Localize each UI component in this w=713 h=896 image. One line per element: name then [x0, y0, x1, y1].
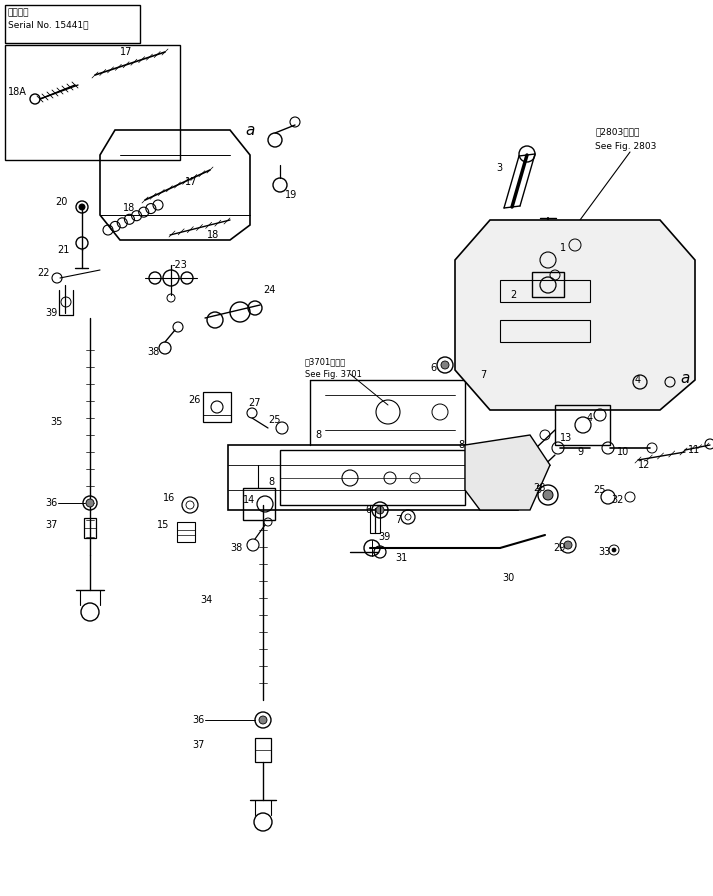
Text: 38: 38: [147, 347, 159, 357]
Text: 31: 31: [395, 553, 407, 563]
Text: 37: 37: [45, 520, 57, 530]
Text: 29: 29: [553, 543, 565, 553]
Text: 5: 5: [535, 485, 541, 495]
Bar: [84, 518, 96, 538]
Text: 20: 20: [55, 197, 67, 207]
Text: 24: 24: [263, 285, 275, 295]
Text: 7: 7: [395, 515, 401, 525]
Text: 30: 30: [502, 573, 514, 583]
Text: 10: 10: [617, 447, 630, 457]
Text: 35: 35: [50, 417, 62, 427]
Polygon shape: [455, 220, 695, 410]
Text: 38: 38: [230, 543, 242, 553]
Circle shape: [376, 506, 384, 514]
Bar: [500, 280, 590, 302]
Text: 8: 8: [458, 440, 464, 450]
Text: 37: 37: [192, 740, 205, 750]
Text: 21: 21: [57, 245, 69, 255]
Text: 12: 12: [638, 460, 650, 470]
Polygon shape: [465, 435, 550, 510]
Text: 18A: 18A: [8, 87, 27, 97]
Text: a: a: [680, 371, 689, 385]
Circle shape: [564, 541, 572, 549]
Text: 1: 1: [560, 243, 566, 253]
Circle shape: [86, 499, 94, 507]
Text: 39: 39: [45, 308, 57, 318]
Text: 28: 28: [533, 483, 545, 493]
Bar: [532, 272, 564, 297]
Text: 17: 17: [185, 177, 198, 187]
Text: 25: 25: [268, 415, 280, 425]
Text: 4: 4: [587, 413, 593, 423]
Bar: [5, 45, 180, 160]
Text: 8: 8: [268, 477, 274, 487]
Text: Serial No. 15441～: Serial No. 15441～: [8, 21, 88, 30]
Text: 18: 18: [123, 203, 135, 213]
Text: 33: 33: [598, 547, 610, 557]
Bar: [228, 445, 518, 510]
Bar: [243, 488, 275, 520]
Text: 13: 13: [560, 433, 573, 443]
Bar: [500, 320, 590, 342]
Text: 34: 34: [200, 595, 212, 605]
Text: 36: 36: [192, 715, 204, 725]
Bar: [280, 450, 465, 505]
Bar: [555, 405, 610, 445]
Text: 4: 4: [635, 375, 641, 385]
Bar: [177, 522, 195, 542]
Text: 6: 6: [430, 363, 436, 373]
Text: See Fig. 3701: See Fig. 3701: [305, 369, 362, 378]
Text: 26: 26: [188, 395, 200, 405]
Text: 15: 15: [157, 520, 170, 530]
Bar: [370, 505, 380, 533]
Text: 6: 6: [365, 505, 371, 515]
Text: 27: 27: [248, 398, 260, 408]
Text: 32: 32: [611, 495, 623, 505]
Circle shape: [79, 204, 85, 210]
Circle shape: [259, 716, 267, 724]
Circle shape: [612, 548, 616, 552]
Text: 2: 2: [510, 290, 516, 300]
Text: 25: 25: [593, 485, 605, 495]
Text: 第3701図参照: 第3701図参照: [305, 358, 347, 366]
Text: 7: 7: [480, 370, 486, 380]
Bar: [255, 738, 271, 762]
Text: 36: 36: [45, 498, 57, 508]
Text: a: a: [245, 123, 255, 137]
Text: 3: 3: [496, 163, 502, 173]
Text: 14: 14: [243, 495, 255, 505]
Text: 16: 16: [163, 493, 175, 503]
Text: 22: 22: [37, 268, 49, 278]
Circle shape: [441, 361, 449, 369]
Text: 9: 9: [577, 447, 583, 457]
Text: -23: -23: [172, 260, 188, 270]
Text: 第2803図参照: 第2803図参照: [595, 127, 640, 136]
Circle shape: [543, 490, 553, 500]
Text: 17: 17: [120, 47, 133, 57]
Bar: [203, 392, 231, 422]
Text: See Fig. 2803: See Fig. 2803: [595, 142, 657, 151]
Text: 11: 11: [688, 445, 700, 455]
Text: 18: 18: [207, 230, 220, 240]
Text: 19: 19: [285, 190, 297, 200]
Bar: [5, 5, 140, 43]
Text: 8: 8: [315, 430, 321, 440]
Text: 通用考量: 通用考量: [8, 8, 29, 18]
Text: 39: 39: [378, 532, 390, 542]
